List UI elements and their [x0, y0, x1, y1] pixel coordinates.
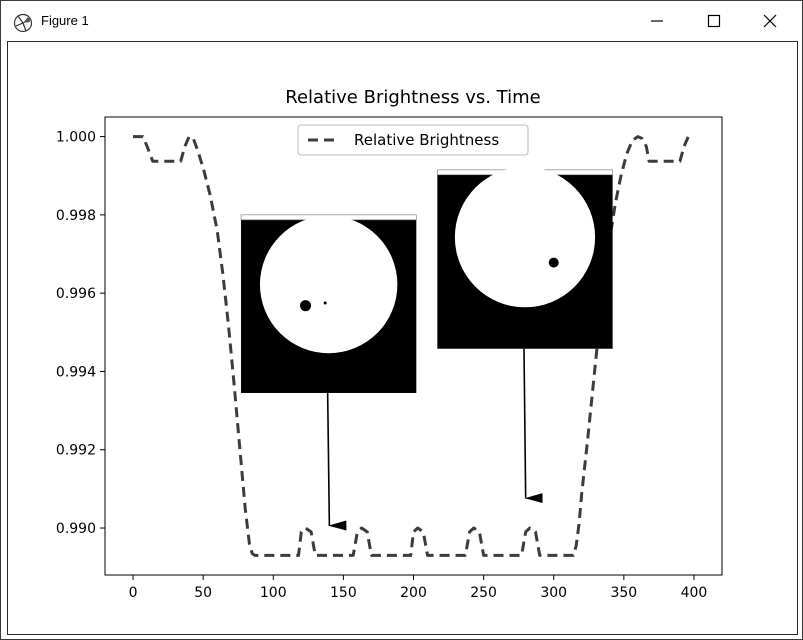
close-button[interactable]: [747, 1, 793, 41]
star-transit-inset-1-moon: [323, 301, 327, 305]
minimize-button[interactable]: [634, 1, 680, 41]
star-transit-inset-1-star-disk: [259, 215, 398, 354]
figure-canvas[interactable]: Relative Brightness vs. Time 0 50 100 150 20…: [7, 41, 798, 635]
x-tick-label: 200: [400, 585, 427, 601]
chart-title: Relative Brightness vs. Time: [285, 87, 540, 108]
y-tick-label: 0.994: [56, 364, 96, 380]
matplotlib-app-icon: [13, 13, 33, 33]
x-tick-label: 50: [194, 585, 212, 601]
close-icon: [763, 14, 777, 28]
star-transit-inset-1-arrow: [326, 392, 347, 531]
series-line-relative-brightness: [133, 135, 690, 557]
star-transit-inset-2-star-disk: [454, 167, 596, 308]
x-tick-label: 300: [540, 585, 567, 601]
window-title: Figure 1: [41, 13, 89, 28]
x-tick-label: 100: [260, 585, 287, 601]
x-tick-label: 150: [330, 585, 357, 601]
minimize-icon: [651, 20, 663, 22]
axes: 0 50 100 150 200 250 300 350 400 0.990 0.992 0.994 0…: [56, 116, 723, 601]
y-tick-label: 0.998: [56, 208, 96, 224]
x-tick-label: 350: [610, 585, 637, 601]
legend-box: [297, 124, 529, 156]
x-tick-label: 250: [470, 585, 497, 601]
x-tick-label: 0: [129, 585, 138, 601]
star-transit-inset-1-planet: [300, 300, 312, 312]
title-bar[interactable]: Figure 1: [1, 1, 802, 41]
relative-brightness-chart: Relative Brightness vs. Time 0 50 100 150 20…: [56, 87, 723, 601]
maximize-icon: [707, 14, 721, 28]
star-transit-inset-2-arrow: [523, 348, 543, 504]
y-tick-label: 0.990: [56, 521, 96, 537]
y-tick-label: 0.996: [56, 286, 96, 302]
y-tick-label: 0.992: [56, 443, 96, 459]
legend-label: Relative Brightness: [354, 131, 499, 149]
maximize-button[interactable]: [691, 1, 737, 41]
star-transit-inset-2-planet: [548, 257, 559, 268]
x-tick-label: 400: [681, 585, 708, 601]
y-tick-label: 1.000: [56, 130, 96, 146]
